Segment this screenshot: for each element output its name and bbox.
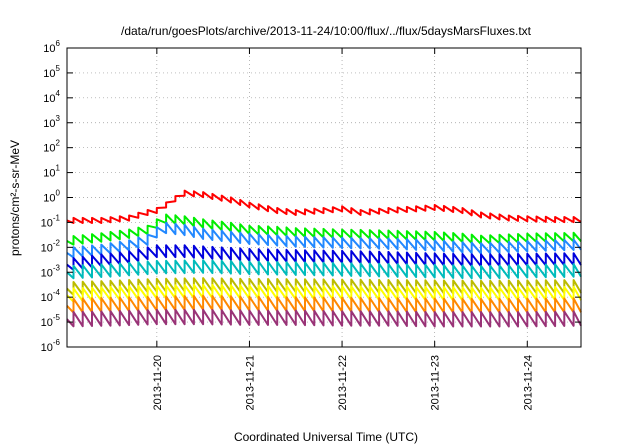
y-tick-label: 101 — [43, 164, 60, 180]
y-tick-label: 103 — [43, 114, 60, 130]
series-line-2 — [66, 213, 582, 246]
x-axis-label: Coordinated Universal Time (UTC) — [234, 430, 418, 444]
x-tick-label: 2013-11-20 — [152, 355, 164, 410]
y-tick-label: 10-6 — [41, 338, 61, 354]
y-tick-label: 10-1 — [41, 213, 61, 229]
chart-title: /data/run/goesPlots/archive/2013-11-24/1… — [121, 24, 532, 38]
y-tick-label: 10-2 — [41, 238, 61, 254]
y-axis-label: protons/cm²-s-sr-MeV — [8, 140, 22, 256]
y-tick-label: 105 — [43, 64, 60, 80]
series-group — [66, 189, 582, 328]
y-tick-label: 104 — [43, 89, 60, 105]
x-tick-label: 2013-11-23 — [430, 355, 442, 410]
y-tick-label: 10-5 — [41, 313, 61, 329]
series-line-7 — [66, 283, 582, 303]
y-tick-label: 10-4 — [41, 288, 61, 304]
series-line-5 — [66, 259, 582, 280]
y-tick-label: 100 — [43, 189, 60, 205]
series-line-9 — [66, 308, 582, 328]
series-line-8 — [66, 294, 582, 314]
y-tick-label: 10-3 — [41, 263, 61, 279]
y-tick-label: 106 — [43, 39, 60, 55]
y-tick-label: 102 — [43, 139, 60, 155]
x-tick-labels: 2013-11-20 2013-11-21 2013-11-22 2013-11-23… — [152, 355, 534, 410]
series-line-1 — [66, 189, 582, 224]
y-tick-labels: 10-6 10-5 10-4 10-3 10-2 10-1 100 101 102 103 104 1… — [41, 39, 61, 354]
x-tick-label: 2013-11-21 — [244, 355, 256, 410]
series-line-4 — [66, 244, 582, 271]
axis-ticks — [67, 47, 581, 348]
x-tick-label: 2013-11-22 — [337, 355, 349, 410]
series-line-3 — [66, 221, 582, 259]
x-tick-label: 2013-11-24 — [522, 355, 534, 410]
